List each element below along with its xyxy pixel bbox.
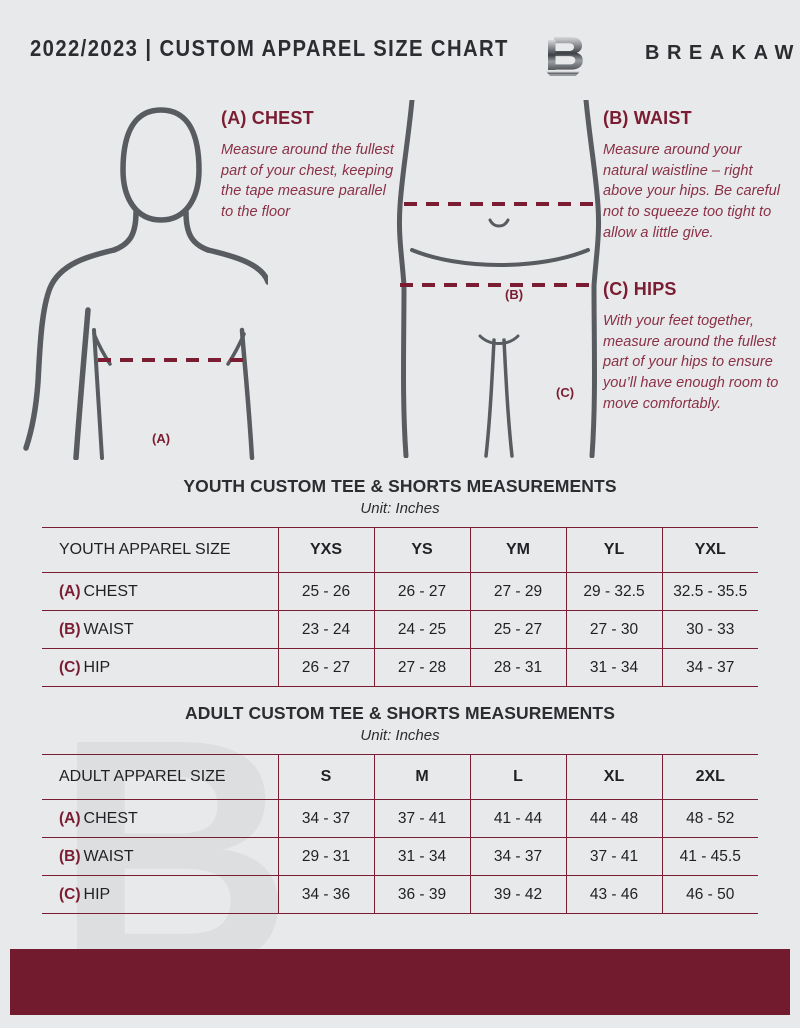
breakaway-b-monogram-icon (546, 37, 583, 76)
adult-size-xl: XL (566, 754, 663, 800)
youth-section-title: YOUTH CUSTOM TEE & SHORTS MEASUREMENTS (183, 476, 617, 496)
youth-waist-yxl: 30 - 33 (662, 610, 758, 649)
adult-chest-s: 34 - 37 (278, 799, 375, 838)
youth-row-chest-label: (A) CHEST (42, 572, 279, 611)
youth-waist-ys: 24 - 25 (374, 610, 471, 649)
adult-table-header-row: ADULT APPAREL SIZE S M L XL 2XL (42, 754, 758, 800)
youth-chest-yl: 29 - 32.5 (566, 572, 663, 611)
youth-hip-yxl: 34 - 37 (662, 648, 758, 687)
adult-header-label: ADULT APPAREL SIZE (42, 754, 279, 800)
footer-bar (10, 949, 790, 1015)
adult-row-waist-tag: (B) (59, 847, 81, 865)
hips-info-block: (C) HIPS With your feet together, measur… (603, 279, 783, 415)
lower-body-silhouette-icon (396, 100, 602, 458)
youth-hip-yl: 31 - 34 (566, 648, 663, 687)
youth-chest-yxs: 25 - 26 (278, 572, 375, 611)
hips-info-heading: (C) HIPS (603, 279, 677, 299)
adult-waist-s: 29 - 31 (278, 837, 375, 876)
upper-body-silhouette-icon (23, 107, 268, 460)
waist-info-text: Measure around your natural waistline – … (603, 142, 781, 241)
adult-size-table: ADULT APPAREL SIZE S M L XL 2XL (A) CHEST… (42, 754, 758, 914)
youth-hip-yxs: 26 - 27 (278, 648, 375, 687)
table-row: (A) CHEST 25 - 26 26 - 27 27 - 29 29 - 32… (42, 572, 758, 611)
chest-info-text: Measure around the fullest part of your … (221, 142, 394, 221)
adult-hip-l: 39 - 42 (470, 875, 567, 914)
adult-size-m: M (374, 754, 471, 800)
youth-row-waist-label: (B) WAIST (42, 610, 279, 649)
youth-row-chest-tag: (A) (59, 582, 81, 600)
adult-section: ADULT CUSTOM TEE & SHORTS MEASUREMENTS U… (42, 703, 758, 914)
youth-chest-yxl: 32.5 - 35.5 (662, 572, 758, 611)
adult-hip-xl: 43 - 46 (566, 875, 663, 914)
table-row: (B) WAIST 29 - 31 31 - 34 34 - 37 37 - 41… (42, 837, 758, 876)
brand-logo: BREAKAWAY (540, 28, 800, 84)
adult-hip-2xl: 46 - 50 (662, 875, 758, 914)
measurement-figures: (A) (B) (C) (0, 92, 800, 464)
adult-size-s: S (278, 754, 375, 800)
page-title: 2022/2023 | CUSTOM APPAREL SIZE CHART (30, 35, 509, 61)
waist-info-heading: (B) WAIST (603, 108, 692, 128)
adult-row-chest-name: CHEST (83, 809, 138, 827)
youth-row-waist-tag: (B) (59, 620, 81, 638)
page-header: 2022/2023 | CUSTOM APPAREL SIZE CHART BR… (0, 32, 800, 78)
youth-row-hip-tag: (C) (59, 658, 81, 676)
chest-dimension-label: (A) (152, 431, 171, 446)
adult-row-chest-label: (A) CHEST (42, 799, 279, 838)
adult-section-title: ADULT CUSTOM TEE & SHORTS MEASUREMENTS (185, 703, 615, 723)
youth-header-label: YOUTH APPAREL SIZE (42, 527, 279, 573)
youth-section-unit: Unit: Inches (360, 500, 440, 517)
youth-hip-ym: 28 - 31 (470, 648, 567, 687)
waist-info-block: (B) WAIST Measure around your natural wa… (603, 108, 783, 244)
youth-hip-ys: 27 - 28 (374, 648, 471, 687)
adult-chest-2xl: 48 - 52 (662, 799, 758, 838)
adult-waist-xl: 37 - 41 (566, 837, 663, 876)
adult-waist-2xl: 41 - 45.5 (662, 837, 758, 876)
table-row: (C) HIP 26 - 27 27 - 28 28 - 31 31 - 34 3… (42, 648, 758, 687)
youth-size-yxs: YXS (278, 527, 375, 573)
table-row: (C) HIP 34 - 36 36 - 39 39 - 42 43 - 46 4… (42, 875, 758, 914)
adult-size-l: L (470, 754, 567, 800)
adult-row-waist-name: WAIST (83, 847, 134, 865)
adult-chest-m: 37 - 41 (374, 799, 471, 838)
youth-size-ys: YS (374, 527, 471, 573)
youth-waist-yxs: 23 - 24 (278, 610, 375, 649)
youth-size-ym: YM (470, 527, 567, 573)
youth-table-header-row: YOUTH APPAREL SIZE YXS YS YM YL YXL (42, 527, 758, 573)
youth-chest-ym: 27 - 29 (470, 572, 567, 611)
adult-row-waist-label: (B) WAIST (42, 837, 279, 876)
youth-row-chest-name: CHEST (83, 582, 138, 600)
adult-waist-l: 34 - 37 (470, 837, 567, 876)
youth-chest-ys: 26 - 27 (374, 572, 471, 611)
youth-row-hip-label: (C) HIP (42, 648, 279, 687)
adult-hip-s: 34 - 36 (278, 875, 375, 914)
adult-chest-l: 41 - 44 (470, 799, 567, 838)
chest-info-heading: (A) CHEST (221, 108, 314, 128)
youth-size-yl: YL (566, 527, 663, 573)
hips-info-text: With your feet together, measure around … (603, 313, 779, 412)
table-row: (B) WAIST 23 - 24 24 - 25 25 - 27 27 - 30… (42, 610, 758, 649)
adult-size-2xl: 2XL (662, 754, 758, 800)
youth-row-waist-name: WAIST (83, 620, 134, 638)
youth-row-hip-name: HIP (83, 658, 111, 676)
chest-info-block: (A) CHEST Measure around the fullest par… (221, 108, 396, 223)
youth-waist-ym: 25 - 27 (470, 610, 567, 649)
youth-size-table: YOUTH APPAREL SIZE YXS YS YM YL YXL (A) C… (42, 527, 758, 687)
waist-dimension-label: (B) (505, 287, 524, 302)
adult-row-hip-tag: (C) (59, 885, 81, 903)
adult-row-hip-label: (C) HIP (42, 875, 279, 914)
youth-section: YOUTH CUSTOM TEE & SHORTS MEASUREMENTS U… (42, 476, 758, 687)
adult-waist-m: 31 - 34 (374, 837, 471, 876)
adult-chest-xl: 44 - 48 (566, 799, 663, 838)
table-row: (A) CHEST 34 - 37 37 - 41 41 - 44 44 - 48… (42, 799, 758, 838)
adult-section-unit: Unit: Inches (360, 727, 440, 744)
youth-waist-yl: 27 - 30 (566, 610, 663, 649)
brand-name: BREAKAWAY (645, 42, 800, 64)
hips-dimension-label: (C) (556, 385, 575, 400)
youth-size-yxl: YXL (662, 527, 758, 573)
adult-row-hip-name: HIP (83, 885, 111, 903)
adult-row-chest-tag: (A) (59, 809, 81, 827)
adult-hip-m: 36 - 39 (374, 875, 471, 914)
